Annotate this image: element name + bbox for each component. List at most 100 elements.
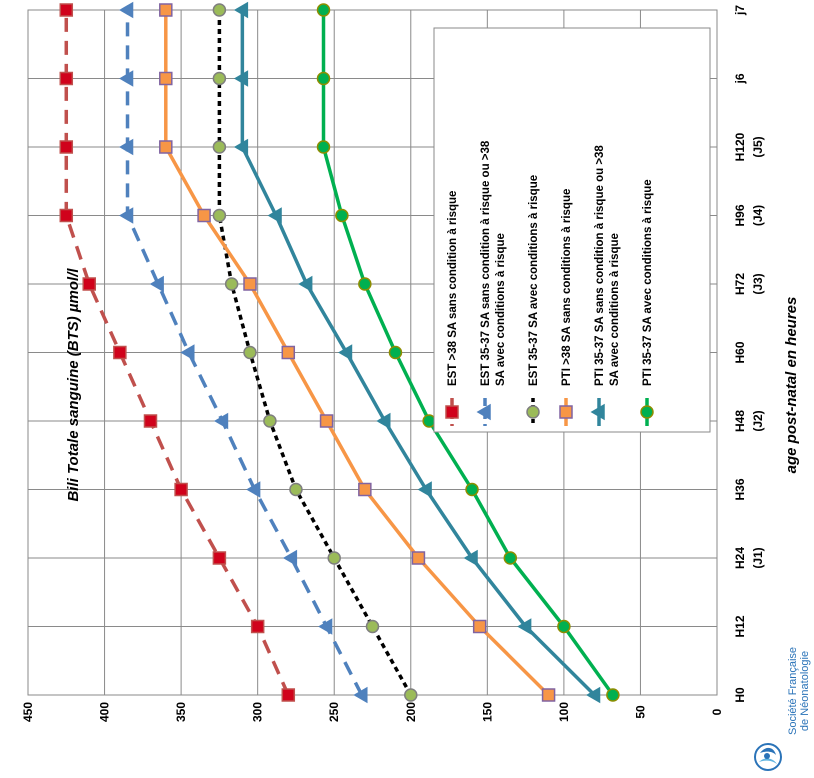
time-axis-title: age post-natal en heures xyxy=(783,297,800,474)
value-tick-label: 300 xyxy=(251,702,265,722)
data-point xyxy=(358,482,372,497)
legend-label: PTI >38 SA sans conditions à risque xyxy=(561,189,573,386)
data-point xyxy=(463,549,478,567)
legend-label: SA avec conditions à risque xyxy=(609,233,621,386)
time-tick-label: (J2) xyxy=(751,410,765,431)
data-point xyxy=(263,414,277,428)
data-point xyxy=(250,619,265,634)
data-point xyxy=(212,71,227,86)
data-point xyxy=(59,140,74,154)
legend-entry-1: EST >38 SA sans condition à risque xyxy=(445,191,459,426)
data-point xyxy=(233,138,249,156)
data-point xyxy=(212,3,227,17)
data-point xyxy=(376,412,391,430)
data-point xyxy=(586,686,601,704)
time-tick-label: (J1) xyxy=(751,547,765,568)
data-point xyxy=(224,277,239,291)
series-line xyxy=(64,10,290,696)
series-6 xyxy=(316,3,620,702)
legend-box xyxy=(433,27,711,433)
time-tick-label: (J5) xyxy=(751,136,765,157)
legend-swatch-marker xyxy=(476,403,491,421)
time-tick-label: (J3) xyxy=(751,273,765,294)
series-layer xyxy=(59,1,620,704)
value-tick-label: 200 xyxy=(404,702,418,722)
plot-grid xyxy=(27,9,718,696)
value-tick-label: 250 xyxy=(327,702,341,722)
legend-swatch-marker xyxy=(640,405,654,419)
time-tick-label: H0 xyxy=(733,687,747,703)
data-point xyxy=(246,481,261,498)
data-point xyxy=(149,275,164,293)
legend: EST >38 SA sans condition à risque EST 35… xyxy=(433,27,711,433)
data-point xyxy=(180,344,195,361)
series-4 xyxy=(159,3,556,702)
legend-label: PTI 35-37 SA avec conditions à risque xyxy=(642,179,654,386)
data-point xyxy=(212,140,227,154)
legend-label: EST 35-37 SA avec conditions à risque xyxy=(528,175,540,386)
value-tick-label: 100 xyxy=(557,702,571,722)
value-tick-label: 350 xyxy=(174,702,188,722)
data-point xyxy=(465,482,479,497)
data-point xyxy=(119,70,134,87)
value-tick-label: 0 xyxy=(710,708,724,715)
legend-entry-2: EST 35-37 SA sans condition à risque ou … xyxy=(476,140,507,426)
data-point xyxy=(353,686,368,704)
data-point xyxy=(82,277,96,291)
data-point xyxy=(143,414,158,428)
sfn-logo: Société Française de Néonatologie xyxy=(754,647,811,771)
time-tick-label: j7 xyxy=(733,5,747,16)
data-point xyxy=(59,3,74,17)
data-point xyxy=(557,619,571,634)
data-point xyxy=(365,619,380,634)
legend-entry-3: EST 35-37 SA avec conditions à risque xyxy=(526,175,540,426)
data-point xyxy=(417,481,432,498)
data-point xyxy=(59,208,74,223)
data-point xyxy=(212,208,227,223)
legend-entry-6: PTI 35-37 SA avec conditions à risque xyxy=(640,179,654,426)
data-point xyxy=(267,207,282,224)
legend-entry-4: PTI >38 SA sans conditions à risque xyxy=(559,189,573,426)
time-tick-label: H24 xyxy=(733,547,747,569)
value-tick-label: 400 xyxy=(98,702,112,722)
data-point xyxy=(159,140,173,154)
data-point xyxy=(298,275,313,293)
data-point xyxy=(113,345,127,360)
data-point xyxy=(243,277,257,291)
series-line xyxy=(125,10,364,696)
legend-items: EST >38 SA sans condition à risque EST 35… xyxy=(445,140,654,426)
data-point xyxy=(318,618,333,635)
legend-label: EST 35-37 SA sans condition à risque ou … xyxy=(480,140,492,386)
legend-swatch-marker xyxy=(559,405,573,419)
sfn-logo-line2: de Néonatologie xyxy=(799,651,811,731)
data-point xyxy=(289,482,303,497)
data-point xyxy=(358,277,372,291)
series-5 xyxy=(233,1,601,704)
data-point xyxy=(233,70,249,87)
data-point xyxy=(119,138,134,156)
sfn-logo-mark xyxy=(754,743,782,771)
series-3 xyxy=(212,3,418,702)
legend-swatch-marker xyxy=(445,405,459,419)
data-point xyxy=(404,688,418,702)
data-point xyxy=(503,551,518,565)
data-point xyxy=(281,688,296,702)
data-point xyxy=(388,345,403,360)
data-point xyxy=(59,71,74,86)
legend-swatch-marker xyxy=(526,405,540,419)
legend-swatch-marker xyxy=(590,403,605,421)
data-point xyxy=(119,207,134,224)
data-point xyxy=(517,618,532,635)
data-point xyxy=(197,208,211,223)
time-tick-label: H120 xyxy=(733,132,747,161)
value-axis-ticks: 0 50 100 150 200 250 300 350 400 450 xyxy=(21,702,724,722)
time-tick-label: H48 xyxy=(733,410,747,432)
data-point xyxy=(327,551,341,565)
legend-entry-5: PTI 35-37 SA sans condition à risque ou … xyxy=(590,145,621,426)
time-tick-label: j6 xyxy=(733,73,747,84)
data-point xyxy=(233,1,249,19)
data-point xyxy=(422,414,436,428)
series-1 xyxy=(59,3,296,702)
time-tick-label: H36 xyxy=(733,478,747,500)
time-tick-label: H60 xyxy=(733,341,747,363)
